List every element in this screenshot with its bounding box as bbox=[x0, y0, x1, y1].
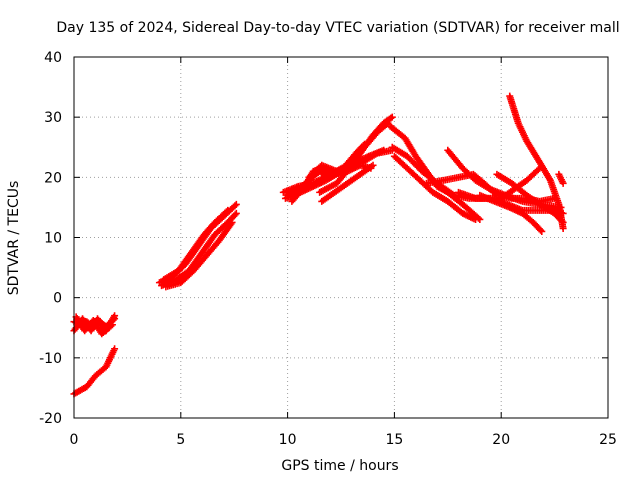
data-point-marker bbox=[232, 209, 240, 217]
data-point-marker bbox=[380, 146, 388, 154]
series-arc-7 bbox=[160, 206, 232, 284]
y-axis-label: SDTVAR / TECUs bbox=[6, 181, 22, 296]
x-tick-label: 0 bbox=[70, 432, 79, 448]
plot-frame bbox=[73, 56, 609, 419]
data-point-marker bbox=[111, 345, 119, 353]
series-arc-24 bbox=[497, 164, 544, 202]
series-arc-26 bbox=[555, 170, 567, 187]
data-point-marker bbox=[472, 215, 480, 223]
data-point-marker bbox=[231, 211, 239, 219]
y-tick-label: -20 bbox=[39, 411, 62, 427]
data-point-marker bbox=[388, 113, 396, 121]
data-point-marker bbox=[111, 312, 119, 320]
series-arc-17 bbox=[388, 143, 495, 202]
y-tick-label: -10 bbox=[39, 351, 62, 367]
x-axis-label: GPS time / hours bbox=[281, 458, 398, 474]
x-tick-label: 10 bbox=[279, 432, 297, 448]
data-point-marker bbox=[537, 226, 545, 234]
data-point-marker bbox=[231, 202, 239, 210]
y-tick-label: 20 bbox=[44, 170, 62, 186]
chart-title: Day 135 of 2024, Sidereal Day-to-day VTE… bbox=[56, 20, 619, 36]
data-point-marker bbox=[538, 227, 546, 235]
data-point-marker bbox=[227, 220, 235, 228]
y-tick-label: 0 bbox=[53, 291, 62, 307]
series-arc-22 bbox=[476, 191, 546, 235]
tick-labels: 0 5 10 15 20 25 -20 -10 0 10 20 30 40 bbox=[39, 50, 617, 448]
x-tick-label: 5 bbox=[176, 432, 185, 448]
y-tick-label: 10 bbox=[44, 231, 62, 247]
y-tick-label: 40 bbox=[44, 50, 62, 66]
data-point-marker bbox=[108, 321, 116, 329]
data-point-marker bbox=[369, 161, 377, 169]
x-tick-label: 25 bbox=[599, 432, 617, 448]
series-arc-25 bbox=[506, 92, 567, 232]
data-series bbox=[70, 92, 567, 398]
data-point-marker bbox=[232, 200, 240, 208]
series-arc-1 bbox=[70, 345, 119, 398]
data-point-marker bbox=[382, 120, 390, 128]
x-tick-label: 20 bbox=[492, 432, 510, 448]
series-arc-4 bbox=[72, 313, 116, 338]
data-point-marker bbox=[559, 179, 567, 187]
grid bbox=[73, 56, 609, 419]
data-point-marker bbox=[222, 208, 230, 216]
data-point-marker bbox=[387, 114, 395, 122]
series-arc-15 bbox=[318, 161, 377, 205]
data-point-marker bbox=[559, 224, 567, 232]
data-point-marker bbox=[224, 206, 232, 214]
series-arc-18 bbox=[390, 152, 480, 223]
data-point-marker bbox=[107, 322, 115, 330]
y-tick-label: 30 bbox=[44, 110, 62, 126]
series-arc-14 bbox=[316, 119, 392, 196]
data-point-marker bbox=[228, 218, 236, 226]
series-arc-8 bbox=[162, 218, 236, 291]
x-tick-label: 15 bbox=[385, 432, 403, 448]
